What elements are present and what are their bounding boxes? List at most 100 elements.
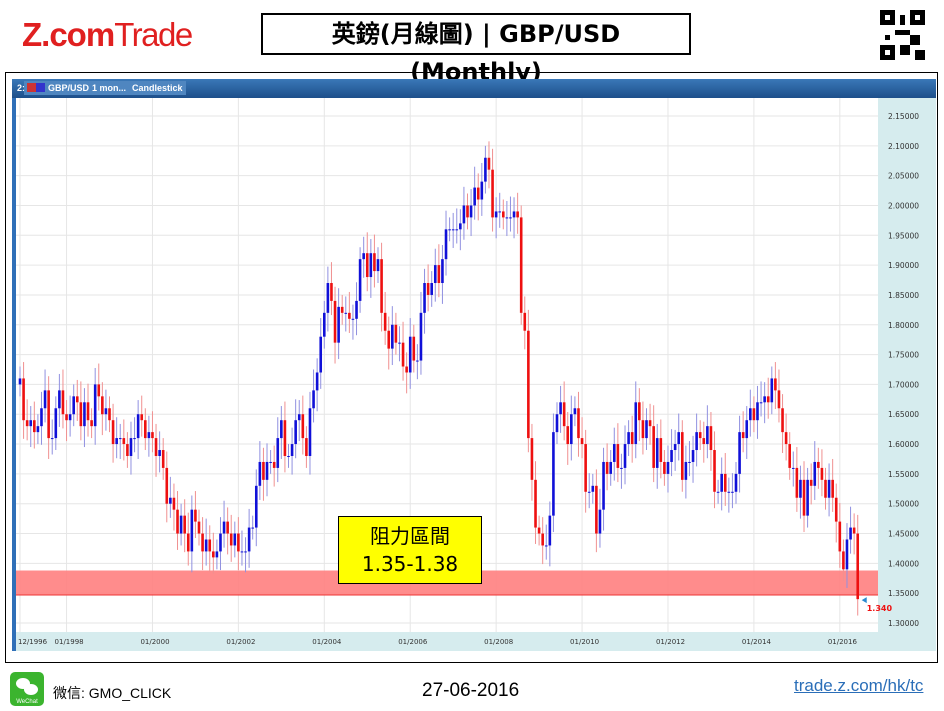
candle-body (22, 378, 25, 421)
candle-body (512, 211, 516, 218)
candle-body (154, 438, 158, 456)
candle-body (591, 485, 595, 492)
candle-body (54, 408, 58, 439)
candle-body (118, 438, 122, 440)
candle-body (562, 402, 566, 427)
candle-body (208, 539, 212, 552)
candle-body (838, 521, 842, 552)
candle-body (627, 432, 630, 445)
candle-body (340, 306, 344, 313)
candle-body (723, 473, 727, 492)
candle-body (616, 444, 620, 468)
candle-body (462, 205, 466, 224)
candle-body (101, 396, 104, 415)
candle-body (523, 312, 527, 331)
candle-body (294, 420, 297, 445)
candle-body (451, 229, 455, 231)
candle-body (741, 432, 745, 439)
candle-body (437, 265, 441, 284)
candle-body (140, 414, 144, 421)
candle-body (323, 312, 326, 337)
candle-body (333, 300, 337, 343)
candle-body (290, 444, 294, 456)
symbol-tab[interactable]: GBP/USD (24, 81, 93, 95)
x-tick-label: 12/1996 (18, 638, 48, 646)
candle-body (670, 450, 673, 462)
y-tick-label: 2.05000 (888, 172, 919, 181)
candle-body (666, 461, 670, 474)
candle-body (612, 444, 616, 462)
candle-body (337, 306, 340, 343)
wechat-id: 微信: GMO_CLICK (53, 685, 172, 701)
chart-index: 2: (17, 83, 26, 93)
candle-body (183, 515, 186, 534)
candle-body (33, 420, 36, 433)
candle-body (369, 253, 373, 278)
candle-body (602, 461, 605, 510)
candle-body (570, 414, 573, 445)
candle-body (151, 432, 154, 439)
candle-body (197, 521, 201, 534)
candle-body (745, 420, 749, 439)
candle-body (258, 461, 262, 486)
candle-body (237, 533, 240, 552)
candle-body (777, 390, 781, 409)
candle-body (380, 259, 383, 313)
candle-body (541, 533, 544, 546)
candle-body (691, 450, 695, 462)
candle-body (50, 438, 54, 440)
candle-body (673, 444, 677, 451)
candle-body (455, 229, 459, 231)
y-tick-label: 1.50000 (888, 500, 919, 509)
period-tab[interactable]: 1 mon... (89, 81, 130, 95)
left-border (12, 98, 16, 651)
candle-body (573, 408, 577, 415)
candle-body (505, 217, 509, 219)
candle-body (799, 479, 802, 498)
candle-body (849, 527, 852, 540)
candle-body (272, 461, 276, 468)
candle-body (358, 259, 362, 301)
candle-body (172, 497, 176, 510)
candle-body (509, 217, 512, 219)
symbol-label: GBP/USD (48, 83, 90, 93)
candle-body (426, 283, 430, 295)
candle-body (713, 450, 716, 492)
candle-body (79, 402, 83, 427)
candle-body (276, 438, 280, 468)
chart-toolbar: 2: GBP/USD 1 mon... Candlestick (12, 79, 936, 98)
candle-body (287, 455, 290, 457)
y-tick-label: 1.70000 (888, 380, 919, 389)
candle-body (494, 211, 498, 218)
candle-body (186, 533, 190, 552)
candle-body (83, 402, 86, 427)
candle-body (856, 533, 860, 600)
candle-body (548, 515, 552, 546)
website-link[interactable]: trade.z.com/hk/tc (794, 676, 924, 695)
wechat-icon[interactable]: WeChat (10, 672, 44, 706)
x-axis-panel (12, 632, 936, 651)
candlestick-chart[interactable]: 2.15000 2.10000 2.05000 2.00000 1.95000 1.900… (12, 98, 936, 651)
candle-body (817, 461, 820, 468)
candle-body (194, 509, 197, 522)
candle-body (476, 187, 480, 200)
x-tick-label: 01/2016 (828, 638, 858, 646)
candle-body (312, 390, 315, 409)
candle-body (365, 253, 369, 278)
y-tick-label: 2.15000 (888, 112, 919, 121)
candle-body (820, 467, 824, 480)
candle-body (348, 312, 351, 319)
candle-body (283, 420, 287, 456)
candle-body (795, 467, 799, 498)
qr-code-icon (880, 10, 925, 60)
y-tick-label: 1.55000 (888, 470, 919, 479)
candle-body (566, 426, 570, 445)
candle-body (609, 461, 612, 474)
chart-type-tab[interactable]: Candlestick (129, 81, 186, 95)
candle-body (104, 408, 108, 415)
candle-body (398, 342, 401, 344)
candle-body (756, 402, 759, 421)
candle-body (111, 420, 115, 445)
candle-body (766, 396, 770, 403)
candle-body (158, 450, 161, 456)
